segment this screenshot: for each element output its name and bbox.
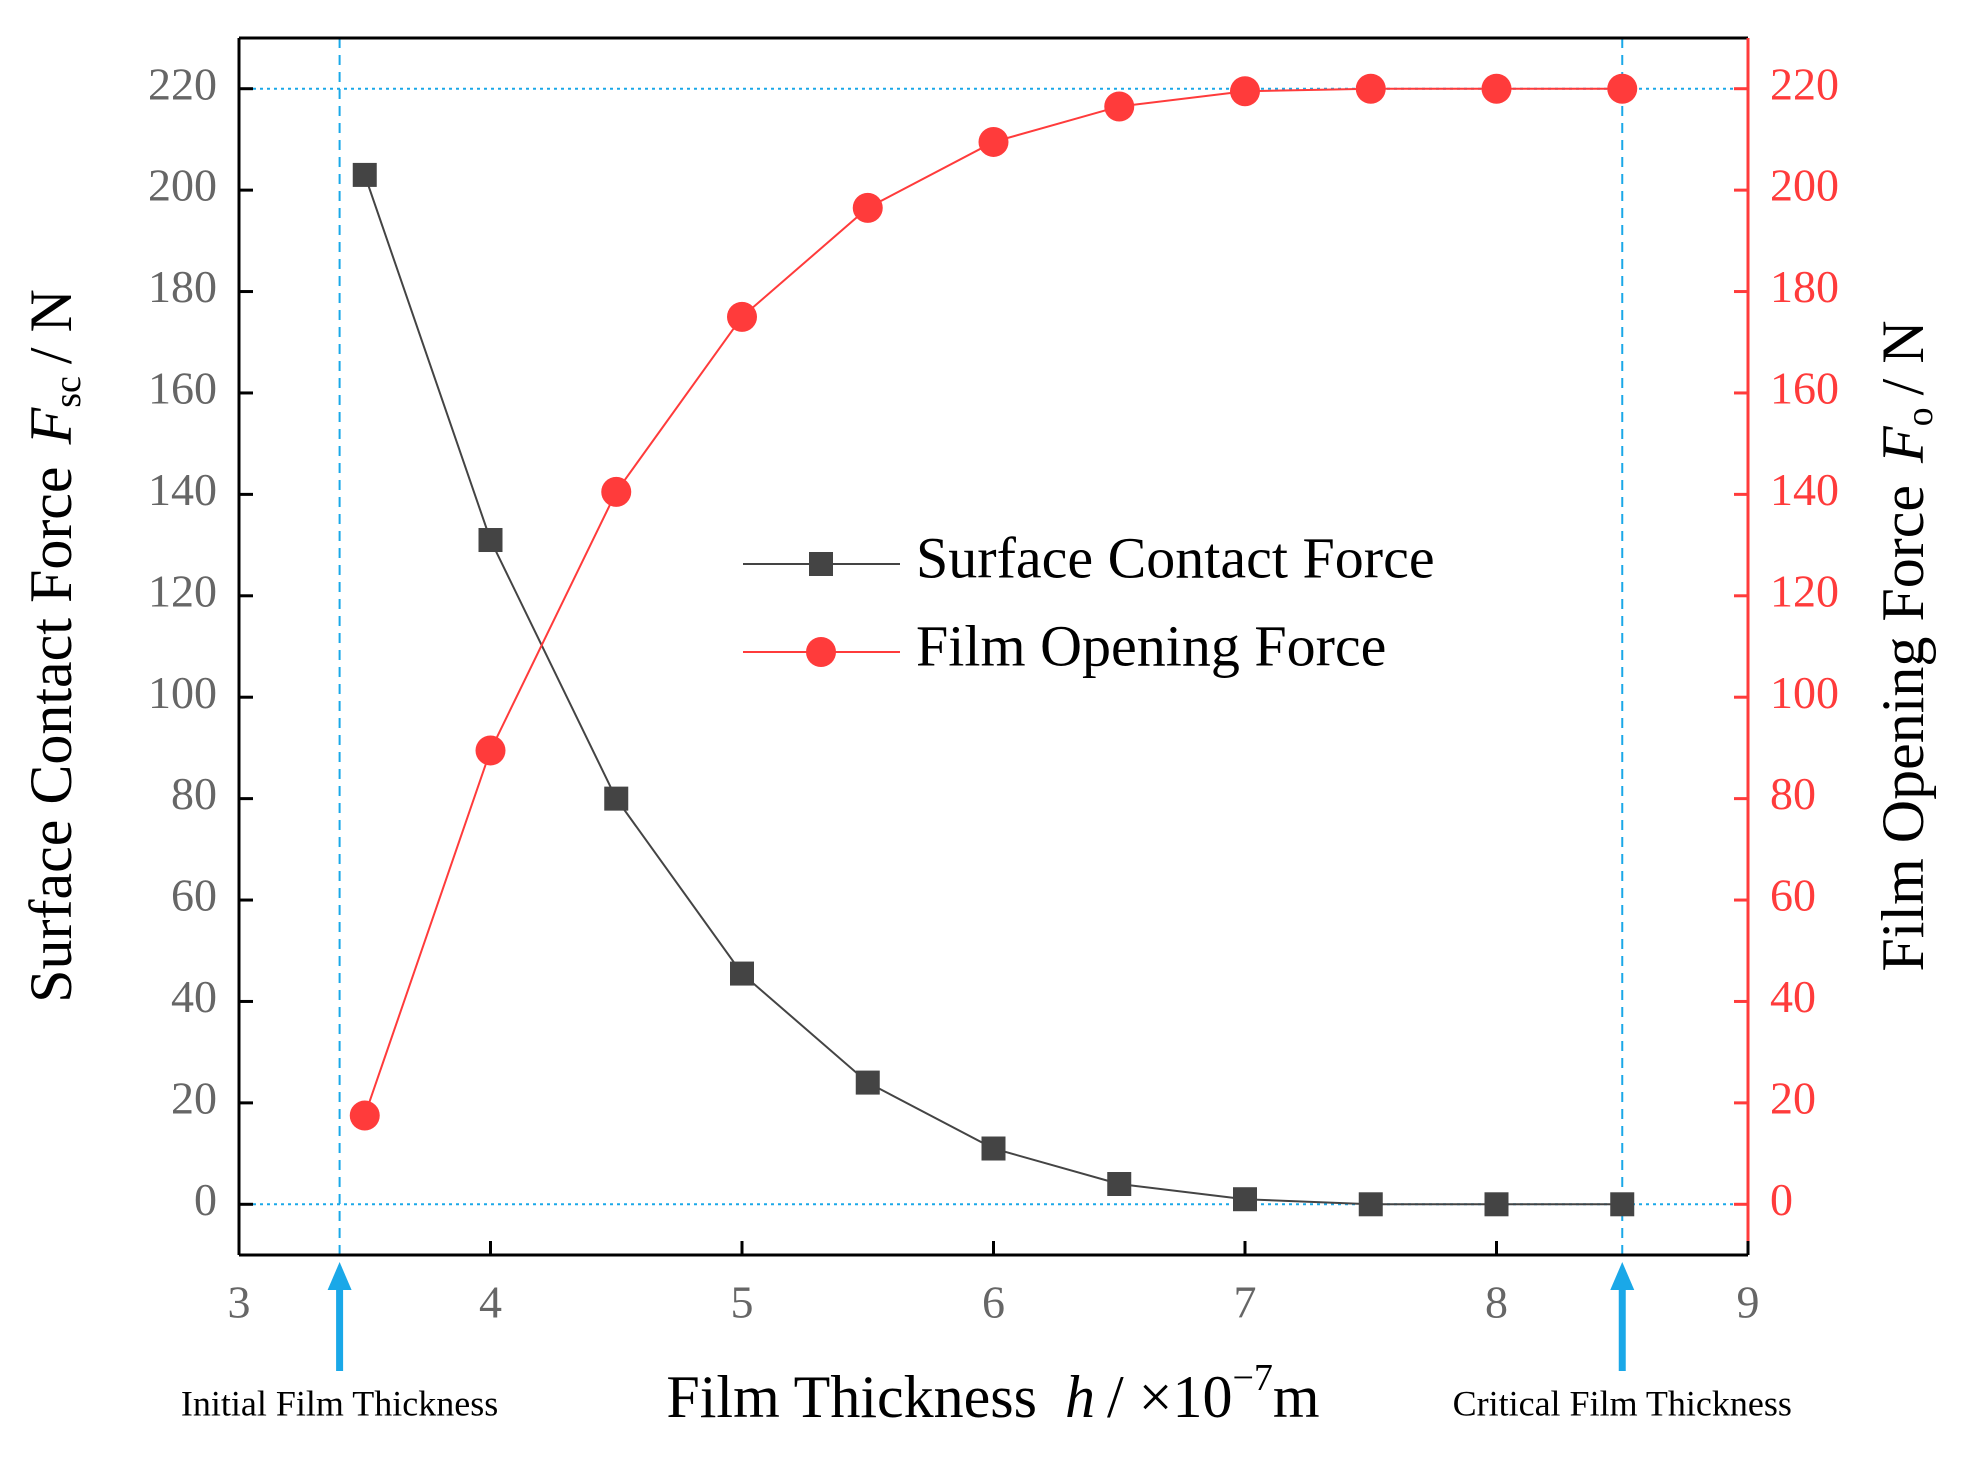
- series-line: [363, 174, 1623, 1206]
- y-tick-label: 120: [148, 565, 217, 616]
- y2-tick-label: 160: [1770, 363, 1839, 414]
- y-tick-label: 40: [171, 971, 217, 1022]
- y2-title-subscript: o: [1899, 407, 1941, 426]
- legend-label: Film Opening Force: [916, 613, 1386, 678]
- y-title-text: Surface Contact Force: [18, 466, 84, 1002]
- x-tick-label: 3: [228, 1277, 251, 1328]
- series-line: [363, 87, 1623, 1116]
- y2-tick-label: 40: [1770, 971, 1816, 1022]
- y2-tick-label: 140: [1770, 464, 1839, 515]
- x-tick-label: 7: [1234, 1277, 1257, 1328]
- data-point: [1233, 1187, 1257, 1212]
- y-title-unit: / N: [18, 289, 84, 364]
- data-point: [1104, 91, 1135, 122]
- y-tick-label: 20: [171, 1072, 217, 1123]
- x-title-unit-end: m: [1273, 1364, 1320, 1430]
- x-title-symbol: h: [1065, 1364, 1095, 1430]
- y2-tick-label: 180: [1770, 261, 1839, 312]
- y-tick-label: 140: [148, 464, 217, 515]
- y2-axis-title: Film Opening Force Fo / N: [1870, 320, 1941, 971]
- data-point: [981, 1136, 1006, 1161]
- annotation-arrowhead: [327, 1262, 352, 1290]
- legend-marker: [806, 637, 836, 667]
- x-tick-label: 4: [479, 1277, 502, 1328]
- data-point: [475, 735, 506, 766]
- data-point: [727, 301, 757, 332]
- y2-tick-label: 220: [1770, 58, 1839, 109]
- data-point: [478, 528, 503, 553]
- data-point: [604, 786, 629, 811]
- x-tick-label: 5: [731, 1277, 754, 1328]
- y-tick-label: 0: [194, 1174, 217, 1225]
- data-point: [1481, 73, 1512, 104]
- y-tick-label: 100: [148, 667, 217, 718]
- data-point: [1484, 1192, 1509, 1217]
- data-point: [601, 476, 632, 507]
- y2-tick-label: 0: [1770, 1174, 1793, 1225]
- data-point: [855, 1070, 880, 1095]
- y-title-symbol: F: [18, 406, 84, 445]
- y2-tick-label: 80: [1770, 768, 1816, 819]
- y2-title-text: Film Opening Force: [1870, 485, 1936, 972]
- x-tick-label: 9: [1737, 1277, 1760, 1328]
- data-point: [352, 162, 377, 187]
- data-point: [978, 126, 1009, 157]
- y2-tick-label: 60: [1770, 870, 1816, 921]
- y-tick-label: 160: [148, 363, 217, 414]
- annotation: Initial Film Thickness: [181, 1383, 498, 1423]
- data-point: [1355, 73, 1386, 104]
- annotation: Critical Film Thickness: [1453, 1383, 1792, 1423]
- legend-label: Surface Contact Force: [916, 525, 1435, 590]
- y2-tick-label: 120: [1770, 565, 1839, 616]
- y-tick-label: 180: [148, 261, 217, 312]
- data-point: [730, 961, 754, 986]
- data-point: [1607, 73, 1638, 104]
- y2-tick-label: 100: [1770, 667, 1839, 718]
- data-point: [1610, 1192, 1635, 1217]
- y-tick-label: 200: [148, 160, 217, 211]
- x-title-unit: / ×10: [1107, 1364, 1233, 1430]
- y-axis-title: Surface Contact Force Fsc / N: [18, 289, 89, 1003]
- x-title-text: Film Thickness: [666, 1364, 1037, 1430]
- x-title-exponent: −7: [1232, 1357, 1272, 1399]
- y2-tick-label: 20: [1770, 1072, 1816, 1123]
- y-tick-label: 80: [171, 768, 217, 819]
- data-point: [1107, 1172, 1132, 1197]
- data-point: [1230, 76, 1260, 107]
- y2-title-unit: / N: [1870, 320, 1936, 395]
- y2-tick-label: 200: [1770, 160, 1839, 211]
- legend-marker: [809, 552, 833, 576]
- data-point: [852, 192, 883, 223]
- data-point: [349, 1100, 380, 1131]
- annotation-arrowhead: [1610, 1262, 1635, 1290]
- y-tick-label: 220: [148, 58, 217, 109]
- x-tick-label: 8: [1485, 1277, 1508, 1328]
- x-axis-title: Film Thickness h / ×10−7m: [666, 1357, 1319, 1430]
- y2-title-symbol: F: [1870, 425, 1936, 464]
- y-tick-label: 60: [171, 870, 217, 921]
- x-tick-label: 6: [982, 1277, 1005, 1328]
- data-point: [1358, 1192, 1383, 1217]
- y-title-subscript: sc: [47, 376, 89, 408]
